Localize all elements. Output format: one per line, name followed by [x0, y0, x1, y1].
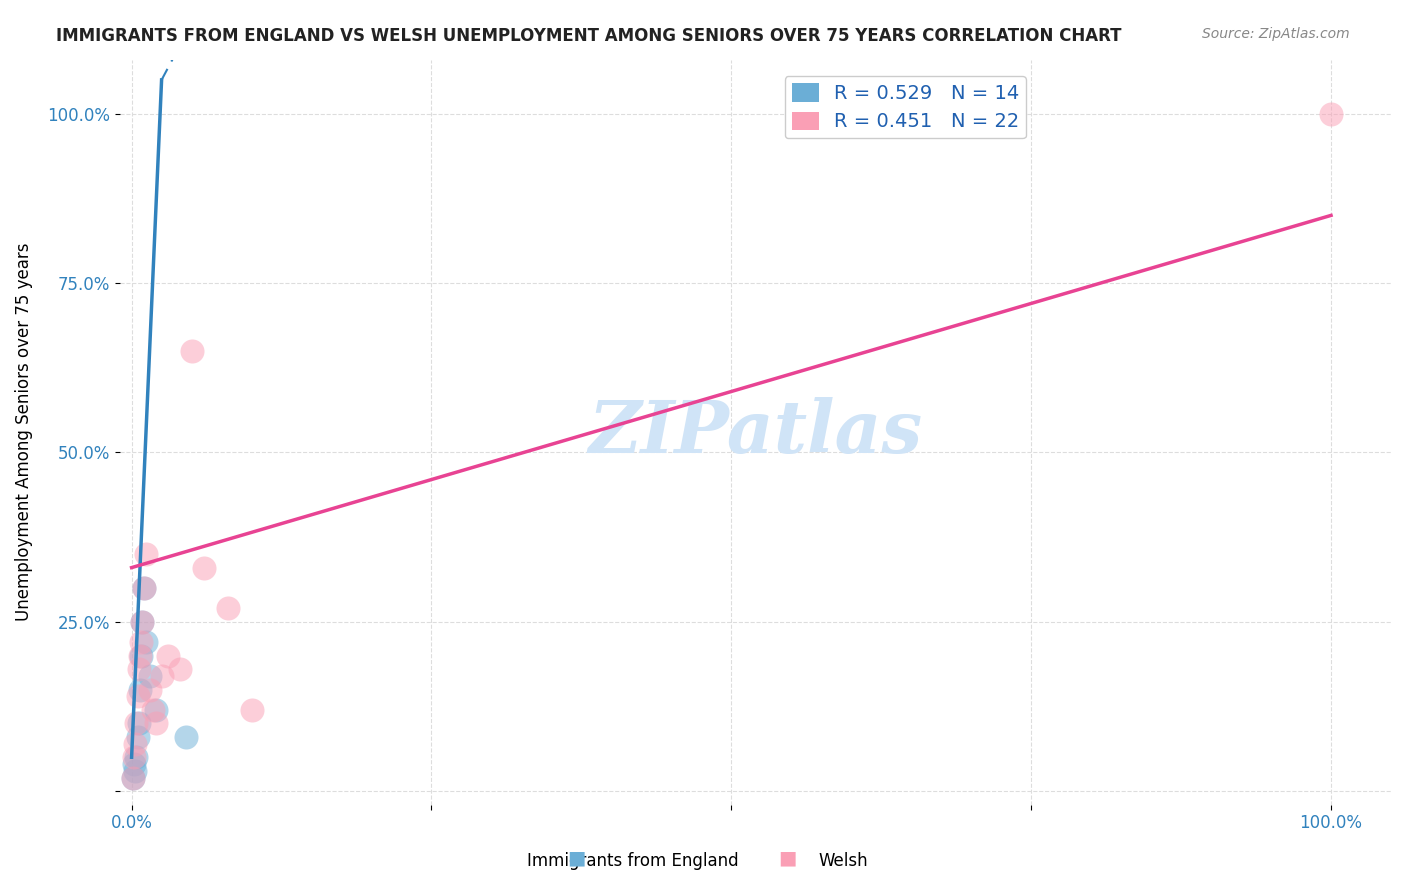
Text: Welsh: Welsh: [818, 852, 869, 870]
Point: [122, 750, 145, 764]
Text: Source: ZipAtlas.com: Source: ZipAtlas.com: [1202, 27, 1350, 41]
Point: [129, 648, 152, 663]
Point: [135, 635, 157, 649]
Point: [180, 343, 202, 358]
Point: [129, 635, 152, 649]
Point: [138, 682, 160, 697]
Point: [132, 581, 155, 595]
Point: [121, 771, 143, 785]
Point: [129, 682, 152, 697]
Text: ■: ■: [567, 848, 586, 867]
Text: IMMIGRANTS FROM ENGLAND VS WELSH UNEMPLOYMENT AMONG SENIORS OVER 75 YEARS CORREL: IMMIGRANTS FROM ENGLAND VS WELSH UNEMPLO…: [56, 27, 1122, 45]
Point: [125, 716, 148, 731]
Text: ■: ■: [778, 848, 797, 867]
Point: [124, 764, 146, 778]
Point: [128, 662, 150, 676]
Point: [122, 757, 145, 772]
Point: [129, 648, 152, 663]
Point: [193, 560, 215, 574]
Legend: R = 0.529   N = 14, R = 0.451   N = 22: R = 0.529 N = 14, R = 0.451 N = 22: [785, 76, 1026, 138]
Text: Immigrants from England: Immigrants from England: [527, 852, 738, 870]
Point: [127, 730, 149, 744]
Text: ZIPatlas: ZIPatlas: [588, 397, 922, 467]
Point: [142, 703, 165, 717]
Point: [131, 615, 153, 629]
Point: [240, 703, 263, 717]
Point: [131, 615, 153, 629]
Point: [125, 750, 148, 764]
Point: [217, 601, 239, 615]
Point: [138, 669, 160, 683]
Point: [145, 703, 167, 717]
Point: [1320, 107, 1343, 121]
Point: [169, 662, 191, 676]
Point: [156, 648, 179, 663]
Point: [135, 547, 157, 561]
Point: [121, 771, 143, 785]
Point: [145, 716, 167, 731]
Y-axis label: Unemployment Among Seniors over 75 years: Unemployment Among Seniors over 75 years: [15, 243, 32, 622]
Point: [127, 690, 149, 704]
Point: [150, 669, 173, 683]
Point: [124, 737, 146, 751]
Point: [132, 581, 155, 595]
Point: [128, 716, 150, 731]
Point: [174, 730, 197, 744]
